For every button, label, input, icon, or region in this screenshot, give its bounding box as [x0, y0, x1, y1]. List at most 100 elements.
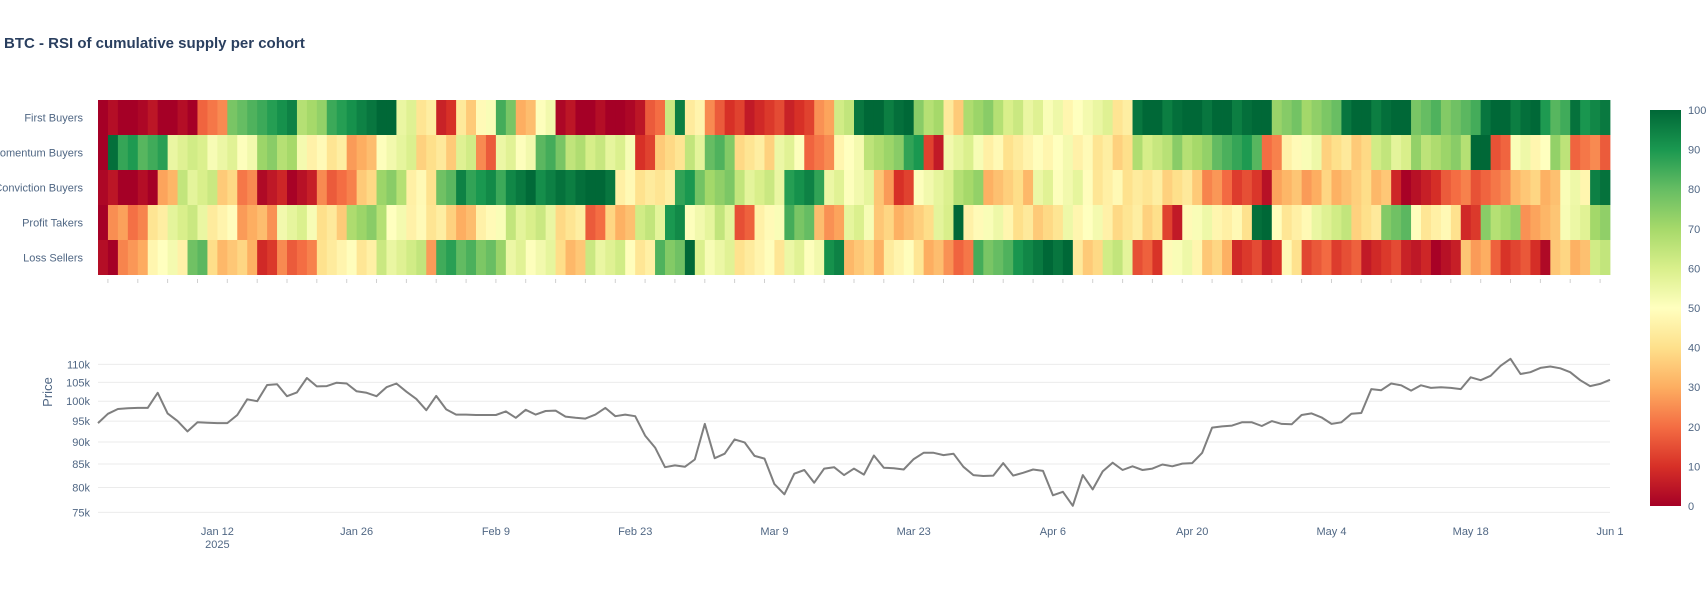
heatmap-cell — [674, 135, 686, 170]
heatmap-cell — [754, 170, 765, 205]
heatmap-cell — [1381, 240, 1392, 275]
heatmap-cell — [1241, 205, 1253, 240]
heatmap-cell — [1321, 205, 1332, 240]
heatmap-cell — [296, 135, 308, 170]
heatmap-cell — [1281, 205, 1293, 240]
heatmap-cell — [1271, 170, 1283, 205]
heatmap-cell — [1570, 240, 1581, 275]
heatmap-cell — [1142, 135, 1153, 170]
heatmap-cell — [386, 170, 397, 205]
heatmap-cell — [1480, 170, 1492, 205]
heatmap-cell — [1013, 135, 1024, 170]
heatmap-cell — [346, 205, 358, 240]
heatmap-cell — [764, 240, 775, 275]
price-y-tick-label: 100k — [66, 396, 90, 408]
heatmap-cell — [287, 135, 298, 170]
heatmap-cell — [1172, 205, 1183, 240]
heatmap-cell — [1291, 205, 1303, 240]
heatmap-cell — [1500, 100, 1511, 135]
colorbar-tick-label: 70 — [1688, 224, 1700, 236]
heatmap-cell — [1232, 240, 1243, 275]
colorbar-tick-labels: 0 10 20 30 40 50 60 70 80 90 100 — [1688, 105, 1706, 513]
heatmap-cell — [1351, 205, 1362, 240]
heatmap-cell — [535, 240, 547, 275]
heatmap-cell — [1271, 135, 1283, 170]
heatmap-cell — [1241, 100, 1253, 135]
heatmap-cell — [794, 135, 805, 170]
heatmap-cell — [844, 100, 855, 135]
heatmap-cell — [724, 170, 736, 205]
heatmap-cell — [1172, 135, 1183, 170]
heatmap-cell — [1033, 205, 1044, 240]
heatmap-cell — [873, 100, 885, 135]
heatmap-cell — [1122, 135, 1133, 170]
heatmap-cell — [356, 135, 367, 170]
colorbar-tick-label: 60 — [1688, 263, 1700, 275]
heatmap-cell — [1490, 170, 1501, 205]
heatmap-cell — [1540, 100, 1551, 135]
heatmap-cell — [863, 135, 875, 170]
heatmap-cell — [1440, 100, 1452, 135]
heatmap-cell — [1212, 205, 1223, 240]
heatmap-cell — [754, 135, 765, 170]
heatmap-cell — [117, 170, 129, 205]
heatmap-cell — [1391, 135, 1402, 170]
heatmap-cell — [854, 100, 865, 135]
heatmap-cell — [1381, 100, 1392, 135]
heatmap-cell — [107, 135, 119, 170]
heatmap-cell — [734, 240, 745, 275]
heatmap-cell — [535, 170, 547, 205]
heatmap-cell — [784, 205, 795, 240]
heatmap-cell — [1371, 170, 1382, 205]
heatmap-cell — [1261, 100, 1273, 135]
heatmap-cell — [1043, 100, 1054, 135]
heatmap-cell — [247, 135, 258, 170]
heatmap-cell — [346, 135, 358, 170]
heatmap-cell — [545, 170, 556, 205]
heatmap-cell — [1301, 100, 1312, 135]
heatmap-cell — [98, 135, 109, 170]
heatmap-cell — [555, 205, 566, 240]
heatmap-cell — [1510, 240, 1521, 275]
heatmap-cell — [1540, 135, 1551, 170]
heatmap-cell — [704, 170, 716, 205]
heatmap-cell — [1411, 240, 1422, 275]
heatmap-cell — [883, 135, 895, 170]
heatmap-cell — [734, 205, 745, 240]
heatmap-cell — [844, 205, 855, 240]
heatmap-cell — [1530, 170, 1541, 205]
heatmap-cell — [1550, 240, 1561, 275]
heatmap-cell — [1490, 240, 1501, 275]
heatmap-cell — [1590, 100, 1601, 135]
heatmap-cell — [1281, 240, 1293, 275]
heatmap-cell — [674, 170, 686, 205]
heatmap-cell — [1023, 205, 1034, 240]
heatmap-cell — [476, 205, 487, 240]
heatmap-cell — [1082, 170, 1094, 205]
heatmap-cell — [1480, 135, 1492, 170]
heatmap-cell — [1202, 240, 1213, 275]
heatmap-cell — [585, 100, 596, 135]
heatmap-cell — [555, 100, 566, 135]
heatmap-cell — [1361, 170, 1372, 205]
heatmap-cell — [456, 100, 467, 135]
price-gridlines — [98, 363, 1610, 513]
heatmap-cell — [1401, 135, 1412, 170]
heatmap-cell — [147, 240, 159, 275]
heatmap-cell — [127, 205, 139, 240]
heatmap-cell — [1600, 240, 1611, 275]
heatmap-cell — [1192, 100, 1203, 135]
heatmap-cell — [645, 170, 656, 205]
heatmap-cell — [1580, 240, 1591, 275]
heatmap-cell — [247, 100, 258, 135]
heatmap-cell — [943, 170, 954, 205]
heatmap-cell — [1023, 100, 1034, 135]
heatmap-cell — [336, 100, 348, 135]
heatmap-cell — [127, 135, 139, 170]
heatmap-cell — [107, 100, 119, 135]
heatmap-cell — [684, 205, 696, 240]
heatmap-cell — [993, 100, 1004, 135]
heatmap-cell — [436, 205, 447, 240]
heatmap-cell — [1112, 100, 1123, 135]
heatmap-cell — [525, 205, 537, 240]
